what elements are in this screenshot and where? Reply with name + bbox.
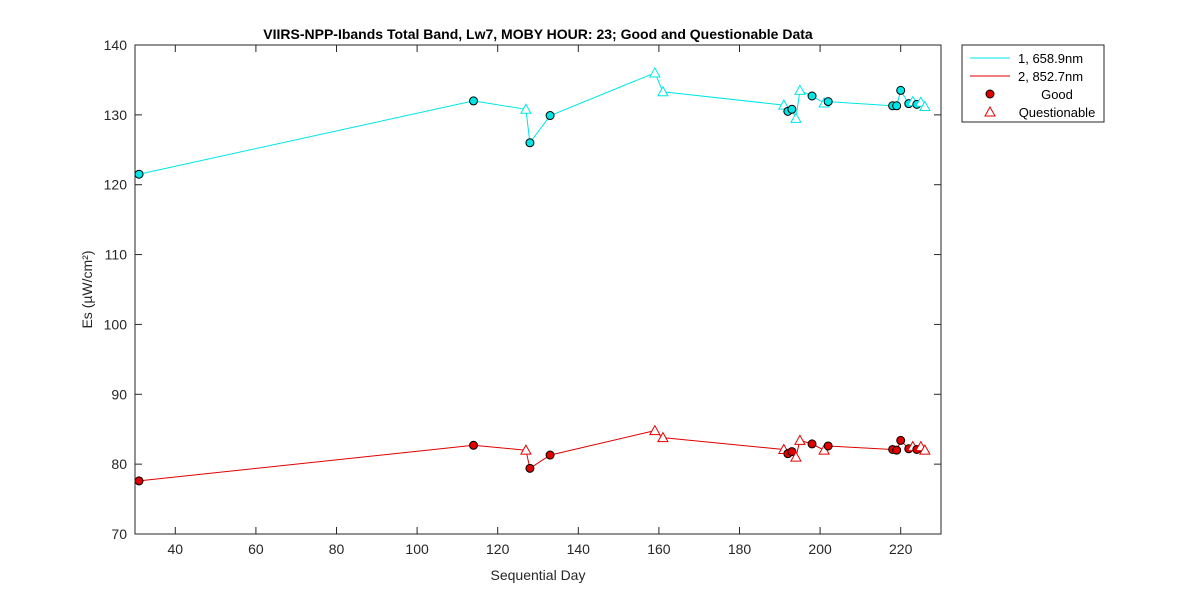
- questionable-point: [520, 444, 532, 455]
- legend: 1, 658.9nm 2, 852.7nm Good Questionable: [961, 44, 1105, 123]
- x-tick-label: 80: [329, 541, 345, 557]
- questionable-point: [919, 444, 931, 455]
- legend-label: 1, 658.9nm: [1018, 51, 1083, 66]
- y-tick-label: 140: [104, 37, 128, 53]
- plot-area: [135, 45, 941, 534]
- legend-entry: Questionable: [984, 105, 1096, 120]
- x-tick-label: 100: [405, 541, 429, 557]
- good-point: [787, 104, 797, 114]
- questionable-point: [649, 424, 661, 436]
- questionable-point: [657, 431, 669, 443]
- questionable-point: [790, 112, 802, 123]
- x-tick-label: 60: [248, 541, 264, 557]
- y-tick-label: 90: [111, 386, 127, 402]
- series-layer: [134, 66, 931, 486]
- questionable-point: [649, 66, 661, 78]
- legend-entry: 2, 852.7nm: [970, 69, 1083, 84]
- y-tick-label: 110: [105, 247, 128, 263]
- questionable-point: [794, 434, 806, 445]
- x-tick-label: 180: [728, 541, 752, 557]
- y-tick-label: 70: [111, 526, 127, 542]
- good-point: [525, 138, 535, 148]
- y-tick-label: 130: [104, 107, 128, 123]
- good-point: [469, 96, 479, 106]
- good-point: [134, 476, 144, 486]
- tick-labels: 40 60 80 100 120 140 160 180 200 220 70 80 90 100 110 1…: [104, 37, 913, 557]
- plot-border: [134, 44, 942, 535]
- legend-label: Questionable: [1019, 105, 1096, 120]
- questionable-point: [919, 100, 931, 111]
- questionable-point: [520, 103, 532, 114]
- good-point: [823, 97, 833, 107]
- legend-label: 2, 852.7nm: [1018, 69, 1083, 84]
- tick-marks: [135, 44, 941, 535]
- good-point: [807, 91, 817, 101]
- legend-entry: 1, 658.9nm: [970, 51, 1083, 66]
- good-point: [134, 169, 144, 179]
- good-point: [896, 435, 906, 445]
- y-tick-label: 100: [104, 316, 128, 332]
- good-point: [545, 111, 555, 121]
- legend-circle-marker: [985, 89, 995, 99]
- legend-entry: Good: [985, 87, 1073, 102]
- questionable-point: [777, 99, 790, 110]
- good-point: [807, 439, 817, 449]
- good-point: [892, 445, 902, 455]
- good-point: [525, 463, 535, 473]
- x-axis-title: Sequential Day: [491, 567, 586, 583]
- good-point: [892, 101, 902, 111]
- good-point: [896, 85, 906, 95]
- x-tick-label: 140: [567, 541, 591, 557]
- legend-triangle-marker: [984, 105, 996, 117]
- x-tick-label: 200: [808, 541, 832, 557]
- questionable-point: [794, 84, 806, 95]
- questionable-point: [657, 85, 669, 97]
- series-2: [134, 424, 931, 486]
- x-tick-label: 40: [168, 541, 184, 557]
- x-tick-label: 160: [647, 541, 671, 557]
- chart-title: VIIRS-NPP-Ibands Total Band, Lw7, MOBY H…: [263, 26, 813, 42]
- y-tick-label: 120: [104, 177, 128, 193]
- questionable-point: [790, 451, 802, 462]
- good-point: [823, 441, 833, 451]
- y-tick-label: 80: [111, 456, 127, 472]
- y-axis-title: Es (µW/cm²): [79, 250, 95, 328]
- legend-label: Good: [1041, 87, 1073, 102]
- x-tick-label: 120: [486, 541, 510, 557]
- x-tick-label: 220: [889, 541, 913, 557]
- good-point: [469, 440, 479, 450]
- good-point: [545, 450, 555, 460]
